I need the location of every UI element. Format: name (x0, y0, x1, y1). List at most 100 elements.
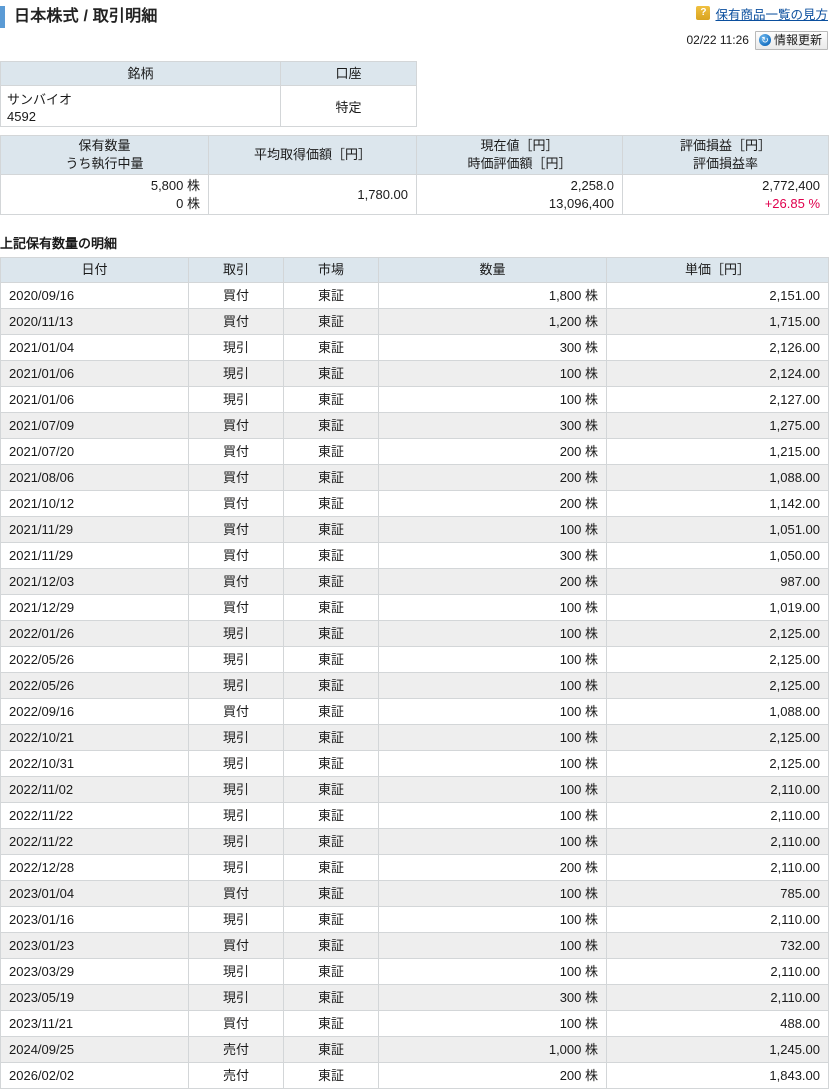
table-row: 2022/10/21 現引 東証 100 株 2,125.00 (0, 724, 829, 751)
update-timestamp: 02/22 11:26 (686, 33, 749, 47)
stock-header-account: 口座 (280, 61, 417, 86)
transaction-qty: 300 株 (378, 412, 607, 439)
transaction-price: 987.00 (606, 568, 829, 595)
transaction-date: 2021/08/06 (0, 464, 189, 491)
transaction-date: 2021/11/29 (0, 516, 189, 543)
stock-code: 4592 (7, 108, 36, 124)
transaction-market: 東証 (283, 646, 379, 673)
summary-header-current-l1: 現在値［円］ (480, 138, 559, 153)
transaction-type: 買付 (188, 490, 284, 517)
transaction-qty: 100 株 (378, 516, 607, 543)
detail-header-price: 単価［円］ (606, 257, 829, 283)
transaction-type: 現引 (188, 828, 284, 855)
transaction-date: 2021/01/06 (0, 386, 189, 413)
table-row: 2021/01/06 現引 東証 100 株 2,124.00 (0, 360, 829, 387)
page-header: 日本株式 / 取引明細 ? 保有商品一覧の見方 02/22 11:26 ↻ 情報… (0, 0, 831, 58)
table-row: 2022/11/02 現引 東証 100 株 2,110.00 (0, 776, 829, 803)
transaction-date: 2022/12/28 (0, 854, 189, 881)
transaction-qty: 300 株 (378, 542, 607, 569)
transaction-price: 2,124.00 (606, 360, 829, 387)
summary-header-current-l2: 時価評価額［円］ (467, 156, 572, 171)
transaction-type: 現引 (188, 984, 284, 1011)
transaction-date: 2021/07/09 (0, 412, 189, 439)
stock-table-header-row: 銘柄 口座 (0, 61, 417, 86)
table-row: 2023/01/23 買付 東証 100 株 732.00 (0, 932, 829, 959)
transaction-qty: 200 株 (378, 854, 607, 881)
transaction-type: 買付 (188, 438, 284, 465)
transaction-qty: 100 株 (378, 932, 607, 959)
table-row: 2021/11/29 買付 東証 100 株 1,051.00 (0, 516, 829, 543)
transaction-type: 現引 (188, 958, 284, 985)
transaction-market: 東証 (283, 724, 379, 751)
detail-table-body: 2020/09/16 買付 東証 1,800 株 2,151.00 2020/11/13 買… (0, 282, 829, 1089)
transaction-type: 現引 (188, 906, 284, 933)
transaction-price: 1,275.00 (606, 412, 829, 439)
stock-identity-table: 銘柄 口座 サンバイオ 4592 特定 (0, 61, 417, 127)
transaction-price: 2,110.00 (606, 984, 829, 1011)
stock-header-name: 銘柄 (0, 61, 281, 86)
transaction-market: 東証 (283, 490, 379, 517)
refresh-button[interactable]: ↻ 情報更新 (754, 30, 828, 50)
transaction-type: 現引 (188, 360, 284, 387)
transaction-market: 東証 (283, 594, 379, 621)
transaction-qty: 200 株 (378, 438, 607, 465)
transaction-qty: 100 株 (378, 906, 607, 933)
transaction-qty: 100 株 (378, 360, 607, 387)
summary-header-row: 保有数量 うち執行中量 平均取得価額［円］ 現在値［円］ 時価評価額［円］ 評価… (0, 135, 829, 175)
transaction-date: 2023/03/29 (0, 958, 189, 985)
transaction-market: 東証 (283, 880, 379, 907)
transaction-date: 2026/02/02 (0, 1062, 189, 1089)
transaction-type: 買付 (188, 568, 284, 595)
holding-summary-table: 保有数量 うち執行中量 平均取得価額［円］ 現在値［円］ 時価評価額［円］ 評価… (0, 135, 829, 215)
detail-header-row: 日付 取引 市場 数量 単価［円］ (0, 257, 829, 283)
transaction-market: 東証 (283, 516, 379, 543)
transaction-type: 現引 (188, 854, 284, 881)
page-title: 日本株式 / 取引明細 (14, 8, 158, 25)
summary-value-row: 5,800 株 0 株 1,780.00 2,258.0 13,096,400 … (0, 174, 829, 215)
transaction-price: 2,125.00 (606, 646, 829, 673)
transaction-market: 東証 (283, 1062, 379, 1089)
transaction-type: 買付 (188, 282, 284, 309)
transaction-price: 1,051.00 (606, 516, 829, 543)
transaction-qty: 100 株 (378, 724, 607, 751)
profit-loss-rate: +26.85 % (764, 195, 820, 211)
summary-avg-price-cell: 1,780.00 (208, 174, 417, 215)
table-row: 2020/11/13 買付 東証 1,200 株 1,715.00 (0, 308, 829, 335)
transaction-price: 2,126.00 (606, 334, 829, 361)
summary-header-quantity-l2: うち執行中量 (65, 156, 144, 171)
guide-link[interactable]: 保有商品一覧の見方 (715, 7, 828, 22)
transaction-type: 現引 (188, 620, 284, 647)
transaction-qty: 100 株 (378, 958, 607, 985)
summary-header-profit-l2: 評価損益率 (692, 156, 758, 171)
refresh-button-label: 情報更新 (773, 32, 822, 47)
current-price: 2,258.0 (570, 177, 614, 193)
summary-current-cell: 2,258.0 13,096,400 (416, 174, 623, 215)
transaction-qty: 100 株 (378, 750, 607, 777)
transaction-date: 2023/01/23 (0, 932, 189, 959)
transaction-qty: 100 株 (378, 672, 607, 699)
transaction-market: 東証 (283, 932, 379, 959)
transaction-price: 2,125.00 (606, 620, 829, 647)
transaction-qty: 1,800 株 (378, 282, 607, 309)
transaction-type: 現引 (188, 386, 284, 413)
transaction-date: 2022/01/26 (0, 620, 189, 647)
title-accent-bar (0, 6, 5, 28)
account-type-cell: 特定 (280, 85, 417, 127)
guide-row: ? 保有商品一覧の見方 (686, 4, 828, 22)
transaction-type: 売付 (188, 1062, 284, 1089)
transaction-price: 2,110.00 (606, 854, 829, 881)
detail-header-qty: 数量 (378, 257, 607, 283)
transaction-market: 東証 (283, 854, 379, 881)
transaction-qty: 200 株 (378, 464, 607, 491)
transaction-type: 買付 (188, 542, 284, 569)
summary-header-profit-l1: 評価損益［円］ (679, 138, 771, 153)
transaction-date: 2022/11/22 (0, 802, 189, 829)
transaction-type: 現引 (188, 672, 284, 699)
table-row: 2023/01/04 買付 東証 100 株 785.00 (0, 880, 829, 907)
question-mark-icon[interactable]: ? (696, 6, 711, 20)
table-row: 2021/11/29 買付 東証 300 株 1,050.00 (0, 542, 829, 569)
transaction-price: 1,050.00 (606, 542, 829, 569)
transaction-date: 2023/01/16 (0, 906, 189, 933)
transaction-market: 東証 (283, 984, 379, 1011)
table-row: 2021/01/06 現引 東証 100 株 2,127.00 (0, 386, 829, 413)
